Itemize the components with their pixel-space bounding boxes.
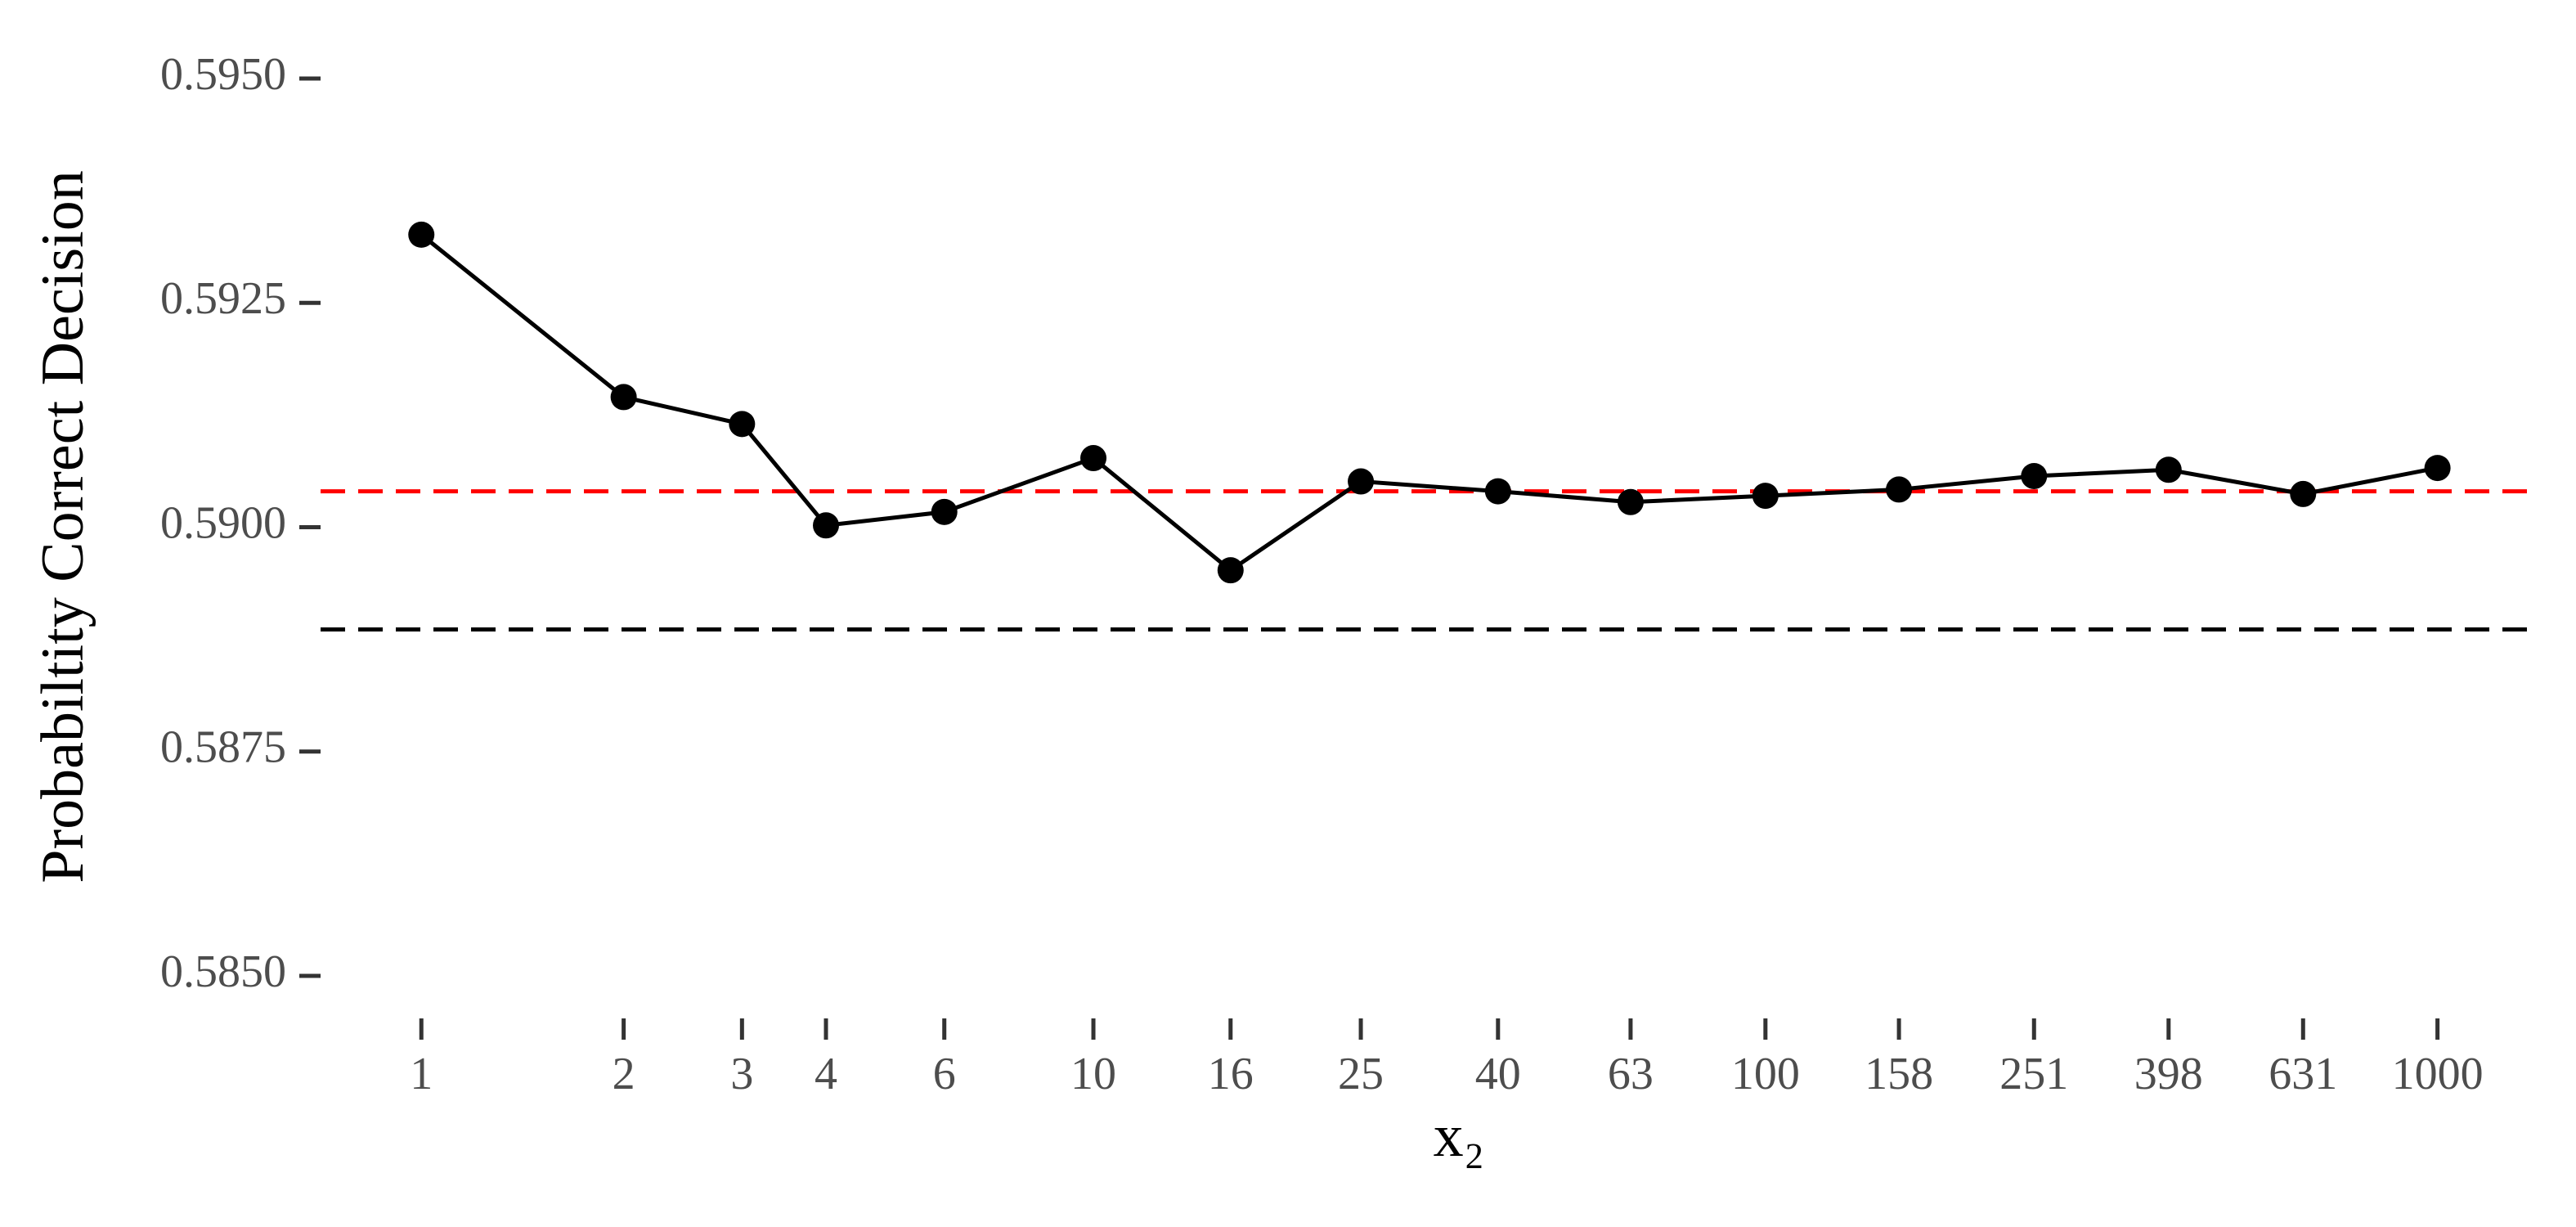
data-point xyxy=(610,384,637,411)
data-point xyxy=(931,498,958,525)
y-tick-label: 0.5875 xyxy=(160,722,286,773)
x-tick-label: 4 xyxy=(815,1049,837,1099)
data-point xyxy=(813,512,840,539)
data-point xyxy=(1217,557,1244,584)
x-tick-label: 2 xyxy=(613,1049,635,1099)
data-point xyxy=(2021,462,2048,489)
x-tick-label: 63 xyxy=(1608,1049,1654,1099)
x-tick-label: 158 xyxy=(1865,1049,1933,1099)
data-point xyxy=(1484,478,1511,505)
x-tick-label: 10 xyxy=(1070,1049,1116,1099)
x-tick-label: 1 xyxy=(410,1049,433,1099)
data-point xyxy=(2155,456,2182,483)
y-tick-label: 0.5925 xyxy=(160,273,286,324)
y-tick-label: 0.5950 xyxy=(160,49,286,100)
y-tick-label: 0.5900 xyxy=(160,497,286,548)
data-point xyxy=(1348,468,1375,495)
x-tick-label: 3 xyxy=(730,1049,753,1099)
x-tick-label: 1000 xyxy=(2392,1049,2484,1099)
x-tick-label: 631 xyxy=(2269,1049,2337,1099)
x-tick-label: 100 xyxy=(1731,1049,1800,1099)
data-point xyxy=(408,221,435,248)
x-tick-label: 40 xyxy=(1475,1049,1521,1099)
data-point xyxy=(1752,483,1779,510)
data-point xyxy=(2290,480,2317,507)
x-tick-label: 398 xyxy=(2134,1049,2203,1099)
data-point xyxy=(1886,476,1913,503)
series-line xyxy=(420,232,2439,573)
y-tick-label: 0.5850 xyxy=(160,946,286,997)
y-axis-label: Probabiltity Correct Decision xyxy=(29,170,96,883)
x-tick-label: 25 xyxy=(1338,1049,1384,1099)
data-point xyxy=(2424,455,2451,482)
x-tick-label: 6 xyxy=(933,1049,956,1099)
x-axis-label: x₂ xyxy=(1434,1103,1485,1170)
x-tick-label: 251 xyxy=(1999,1049,2068,1099)
x-tick-label: 16 xyxy=(1208,1049,1254,1099)
data-point xyxy=(729,411,756,438)
data-point xyxy=(1617,488,1644,515)
data-point xyxy=(1080,445,1107,472)
